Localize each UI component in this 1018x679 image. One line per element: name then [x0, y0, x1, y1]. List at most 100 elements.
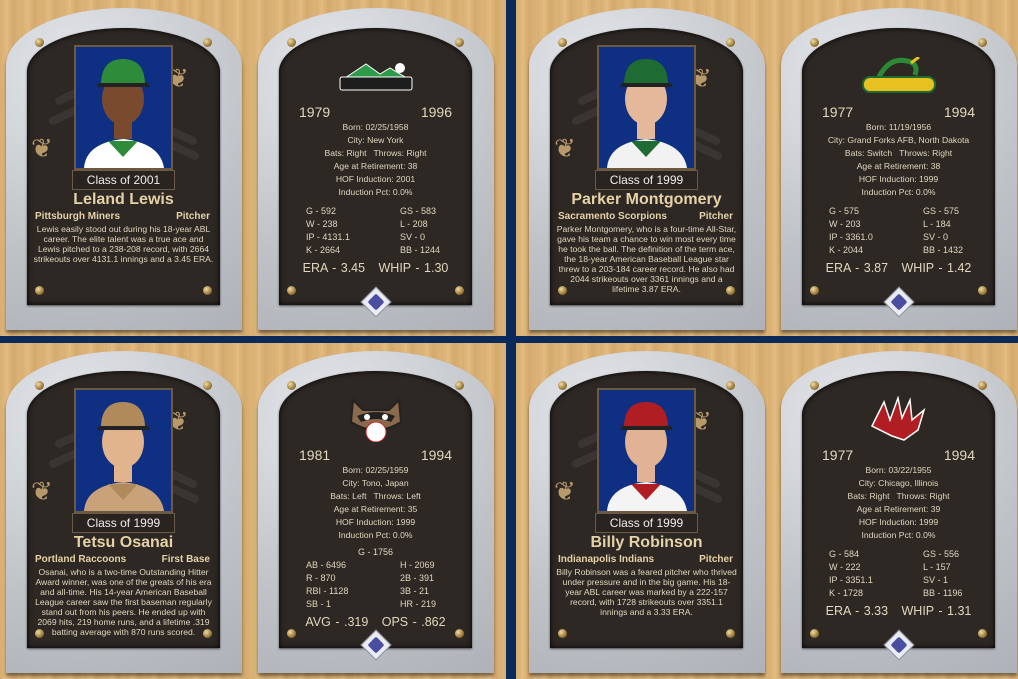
stat-item: L - 184 [923, 219, 951, 229]
rivet [978, 381, 987, 390]
plaque-section: ❦ ❦ Class of 1999 Billy Robinson Indianapoli… [516, 343, 1018, 679]
info-line: Born: 03/22/1955 [865, 465, 932, 475]
stat-item: GS - 556 [923, 549, 960, 559]
portrait-plaque: ❦ ❦ Class of 2001 Leland Lewis Pittsburgh Mi… [6, 8, 242, 330]
rivet [35, 381, 44, 390]
stat-item: HR - 219 [400, 599, 437, 609]
rivet [287, 286, 296, 295]
info-line: Bats: Left Throws: Left [330, 491, 421, 501]
career-years: 1977 1994 [802, 447, 995, 463]
info-line: City: Tono, Japan [342, 478, 409, 488]
team-name: Pittsburgh Miners [35, 211, 121, 222]
stat-item: SV - 0 [923, 232, 949, 242]
player-info: Born: 03/22/1955 City: Chicago, Illinois B… [802, 464, 995, 542]
stat-item: G - 575 [829, 206, 860, 216]
info-line: Age at Retirement: 35 [333, 504, 418, 514]
stat-item: K - 2664 [306, 245, 341, 255]
info-line: Age at Retirement: 38 [333, 161, 418, 171]
rivet [203, 381, 212, 390]
stats-plaque: 1977 1994 Born: 03/22/1955 City: Chicago, I… [781, 351, 1017, 673]
stat-item: RBI - 1128 [306, 586, 349, 596]
rivet [558, 38, 567, 47]
rivet [978, 629, 987, 638]
stat-item: IP - 4131.1 [306, 232, 350, 242]
laurel-icon: ❦ [554, 133, 576, 163]
team-logo [279, 397, 472, 442]
portrait-plaque-face: ❦ ❦ Class of 2001 Leland Lewis Pittsburgh Mi… [27, 28, 220, 305]
stat-item: W - 238 [306, 219, 338, 229]
career-years: 1981 1994 [279, 447, 472, 463]
info-line: HOF Induction: 1999 [858, 517, 939, 527]
player-info: Born: 02/25/1958 City: New York Bats: Righ… [279, 121, 472, 199]
rivet [810, 381, 819, 390]
info-line: Induction Pct: 0.0% [861, 530, 936, 540]
team-name: Indianapolis Indians [558, 554, 655, 565]
plaque-section: ❦ ❦ Class of 2001 Leland Lewis Pittsburgh Mi… [0, 0, 506, 336]
rivet [726, 38, 735, 47]
stat-item: H - 2069 [400, 560, 435, 570]
stat-item: L - 157 [923, 562, 951, 572]
stat-item: GS - 583 [400, 206, 437, 216]
info-line: Bats: Right Throws: Right [847, 491, 950, 501]
start-year: 1977 [822, 104, 854, 120]
league-emblem-center [890, 636, 908, 654]
rivet [978, 286, 987, 295]
player-portrait [74, 45, 173, 170]
summary-stats: ERA - 3.45 WHIP - 1.30 [302, 261, 449, 275]
rivet [558, 286, 567, 295]
team-name: Sacramento Scorpions [558, 211, 667, 222]
stats-plaque-face: 1977 1994 Born: 03/22/1955 City: Chicago, I… [802, 371, 995, 661]
stat-games: G - 1756 [357, 547, 394, 557]
league-emblem-center [367, 293, 385, 311]
stat-item: G - 584 [829, 549, 860, 559]
stat-item: 3B - 21 [400, 586, 430, 596]
player-info: Born: 02/25/1959 City: Tono, Japan Bats: L… [279, 464, 472, 542]
stat-grid: G - 592 GS - 583 W - 238 L - 208 IP - 4131.1… [279, 205, 472, 257]
stat-item: SV - 1 [923, 575, 949, 585]
rivet [35, 629, 44, 638]
stat-item: BB - 1196 [923, 588, 963, 598]
team-position-line: Portland Raccoons First Base [35, 554, 210, 565]
rivet [287, 38, 296, 47]
rivet [726, 286, 735, 295]
stat-item: 2B - 391 [400, 573, 435, 583]
player-portrait [74, 388, 173, 513]
stats-plaque: 1979 1996 Born: 02/25/1958 City: New York Ba… [258, 8, 494, 330]
stat-item: K - 2044 [829, 245, 864, 255]
player-name: Billy Robinson [590, 534, 703, 551]
league-emblem-center [367, 636, 385, 654]
rivet [558, 629, 567, 638]
league-emblem-icon [360, 629, 392, 661]
stat-item: BB - 1432 [923, 245, 964, 255]
class-label: Class of 2001 [72, 170, 175, 190]
stat-item: W - 203 [829, 219, 861, 229]
portrait-plaque: ❦ ❦ Class of 1999 Tetsu Osanai Portland Racc… [6, 351, 242, 673]
stat-item: R - 870 [306, 573, 336, 583]
position: Pitcher [699, 554, 733, 565]
stat-grid: G - 575 GS - 575 W - 203 L - 184 IP - 3361.0… [802, 205, 995, 257]
laurel-icon: ❦ [554, 476, 576, 506]
player-info: Born: 11/19/1956 City: Grand Forks AFB, N… [802, 121, 995, 199]
stat-item: BB - 1244 [400, 245, 441, 255]
summary-stats: AVG - .319 OPS - .862 [305, 615, 446, 629]
rivet [455, 381, 464, 390]
portrait-plaque: ❦ ❦ Class of 1999 Billy Robinson Indianapoli… [529, 351, 765, 673]
stats-plaque: 1977 1994 Born: 11/19/1956 City: Grand Fork… [781, 8, 1017, 330]
end-year: 1994 [420, 447, 452, 463]
player-bio: Billy Robinson was a feared pitcher who … [556, 567, 737, 617]
player-portrait [597, 45, 696, 170]
info-line: Bats: Switch Throws: Right [844, 148, 953, 158]
info-line: City: Chicago, Illinois [858, 478, 939, 488]
league-emblem-icon [360, 286, 392, 318]
stats-plaque: 1981 1994 Born: 02/25/1959 City: Tono, Japa… [258, 351, 494, 673]
rivet [203, 38, 212, 47]
stats-plaque-face: 1977 1994 Born: 11/19/1956 City: Grand Fork… [802, 28, 995, 318]
stat-item: AB - 6496 [306, 560, 347, 570]
stat-item: IP - 3351.1 [829, 575, 873, 585]
rivet [455, 38, 464, 47]
info-line: Induction Pct: 0.0% [338, 187, 413, 197]
stat-grid: AB - 6496 H - 2069 R - 870 2B - 391 RBI - 11… [279, 559, 472, 611]
info-line: HOF Induction: 1999 [858, 174, 939, 184]
team-logo [279, 58, 472, 94]
rivet [726, 629, 735, 638]
